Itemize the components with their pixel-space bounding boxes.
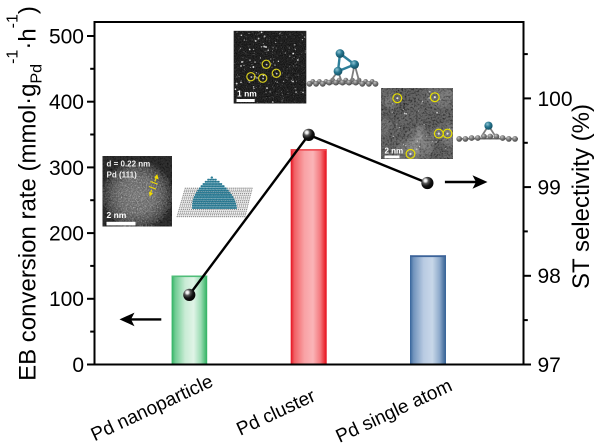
svg-text:100: 100	[538, 88, 573, 111]
svg-text:2 nm: 2 nm	[107, 210, 127, 220]
svg-text:98: 98	[538, 265, 561, 288]
svg-text:d = 0.22 nm: d = 0.22 nm	[107, 160, 151, 169]
svg-text:ST selectivity (%): ST selectivity (%)	[568, 104, 595, 289]
svg-text:500: 500	[49, 25, 84, 48]
svg-text:97: 97	[538, 354, 561, 377]
svg-text:0: 0	[72, 354, 84, 377]
svg-text:1 nm: 1 nm	[237, 89, 257, 99]
svg-text:200: 200	[49, 223, 84, 246]
svg-text:2 nm: 2 nm	[385, 147, 404, 156]
svg-text:400: 400	[49, 91, 84, 114]
svg-text:99: 99	[538, 177, 561, 200]
svg-text:100: 100	[49, 288, 84, 311]
svg-text:300: 300	[49, 157, 84, 180]
svg-text:Pd (111): Pd (111)	[107, 171, 138, 180]
